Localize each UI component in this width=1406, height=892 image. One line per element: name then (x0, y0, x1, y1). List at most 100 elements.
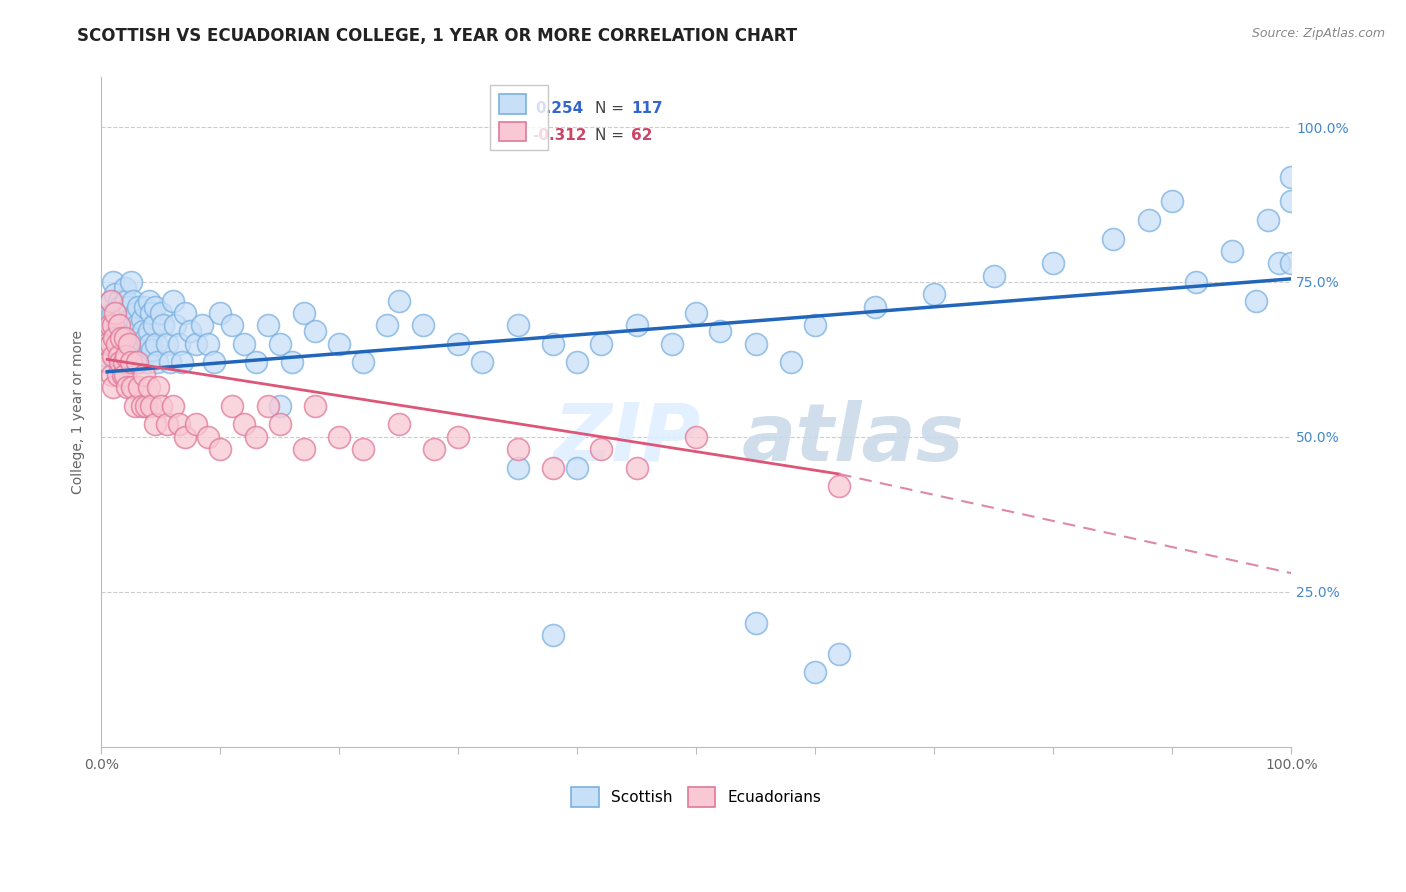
Point (197, 430, 219, 444)
Point (567, 460, 589, 475)
Point (115, 349, 138, 363)
Point (101, 349, 124, 363)
Point (132, 368, 155, 382)
Point (162, 293, 184, 308)
Point (162, 399, 184, 413)
Point (128, 380, 150, 394)
Point (135, 331, 157, 345)
Point (104, 306, 127, 320)
Point (136, 355, 159, 369)
Point (828, 647, 851, 661)
Text: R =: R = (501, 128, 533, 143)
Point (111, 368, 134, 382)
Point (132, 349, 155, 363)
Point (221, 318, 243, 333)
Point (117, 349, 139, 363)
Point (129, 355, 152, 369)
Point (292, 442, 315, 457)
Point (107, 368, 129, 382)
Text: -0.312: -0.312 (531, 128, 586, 143)
Point (110, 355, 132, 369)
Point (110, 300, 132, 314)
Point (138, 293, 160, 308)
Point (221, 399, 243, 413)
Point (828, 479, 851, 493)
Point (117, 380, 139, 394)
Point (269, 337, 291, 351)
Point (111, 312, 134, 326)
Point (149, 399, 172, 413)
Point (661, 337, 683, 351)
Point (745, 337, 768, 351)
Point (104, 287, 127, 301)
Point (110, 331, 132, 345)
Point (412, 318, 434, 333)
Point (114, 368, 136, 382)
Point (506, 318, 529, 333)
Text: 117: 117 (631, 101, 662, 116)
Point (135, 399, 157, 413)
Point (138, 325, 160, 339)
Point (120, 355, 142, 369)
Point (117, 337, 139, 351)
Point (186, 417, 208, 432)
Point (388, 417, 411, 432)
Point (304, 399, 326, 413)
Point (256, 399, 278, 413)
Point (101, 368, 124, 382)
Point (125, 349, 148, 363)
Point (98, 325, 121, 339)
Point (167, 417, 190, 432)
Point (128, 331, 150, 345)
Point (375, 318, 398, 333)
Point (589, 337, 612, 351)
Text: N =: N = (595, 101, 628, 116)
Point (1161, 194, 1184, 209)
Point (117, 318, 139, 333)
Point (98, 318, 121, 333)
Point (124, 325, 146, 339)
Point (471, 355, 494, 369)
Point (1101, 231, 1123, 245)
Point (352, 442, 374, 457)
Point (1279, 169, 1302, 184)
Point (388, 293, 411, 308)
Point (143, 300, 166, 314)
Point (132, 325, 155, 339)
Point (447, 337, 470, 351)
Point (120, 312, 142, 326)
Point (111, 349, 134, 363)
Point (101, 318, 124, 333)
Point (352, 355, 374, 369)
Point (101, 337, 124, 351)
Point (209, 442, 232, 457)
Point (1220, 244, 1243, 258)
Point (101, 380, 124, 394)
Point (197, 337, 219, 351)
Point (141, 306, 163, 320)
Point (179, 325, 201, 339)
Point (1268, 256, 1291, 270)
Point (146, 355, 169, 369)
Point (804, 665, 827, 680)
Point (745, 615, 768, 630)
Text: 62: 62 (631, 128, 652, 143)
Point (233, 337, 256, 351)
Point (156, 337, 179, 351)
Point (156, 417, 179, 432)
Point (191, 318, 214, 333)
Point (209, 306, 232, 320)
Point (280, 355, 302, 369)
Point (110, 337, 132, 351)
Point (96, 349, 118, 363)
Point (114, 368, 136, 382)
Point (328, 430, 350, 444)
Point (245, 430, 267, 444)
Point (186, 337, 208, 351)
Point (567, 355, 589, 369)
Point (245, 355, 267, 369)
Point (1137, 213, 1160, 227)
Point (122, 293, 145, 308)
Point (125, 318, 148, 333)
Point (115, 293, 138, 308)
